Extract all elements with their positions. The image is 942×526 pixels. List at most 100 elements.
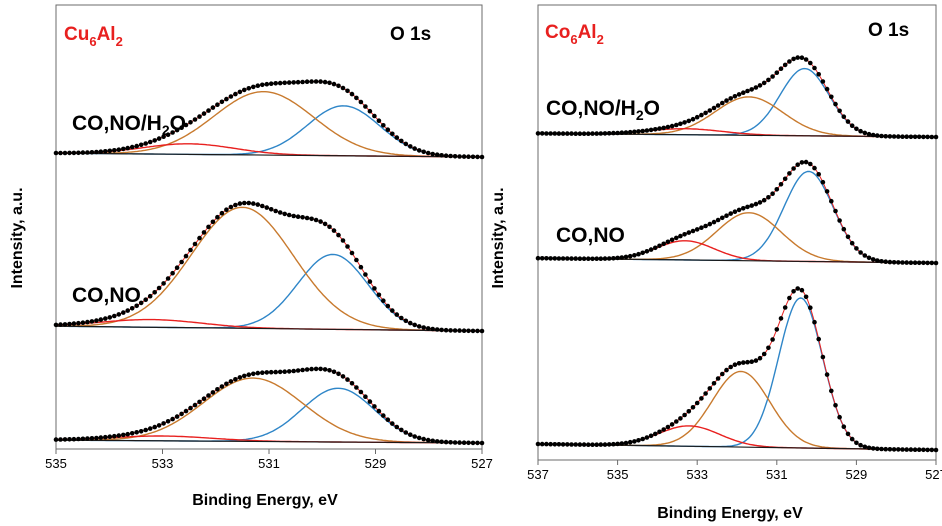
data-point	[753, 85, 759, 90]
data-point	[233, 202, 238, 208]
data-point	[820, 79, 826, 84]
data-point	[552, 442, 558, 447]
data-point	[251, 84, 256, 90]
data-point	[833, 403, 838, 408]
data-point	[282, 211, 288, 217]
data-point	[753, 201, 759, 207]
data-point	[594, 442, 599, 448]
data-point	[336, 232, 341, 238]
data-point	[394, 312, 400, 317]
data-point	[816, 172, 821, 177]
data-point	[829, 94, 834, 100]
data-point	[552, 256, 558, 261]
data-point	[443, 439, 449, 445]
data-point	[875, 258, 880, 263]
panel-label: Co6Al2	[545, 22, 604, 47]
x-tick-label: 533	[686, 467, 708, 482]
data-point	[461, 440, 467, 446]
data-point	[887, 259, 893, 265]
data-point	[694, 400, 700, 406]
data-point	[644, 249, 650, 254]
data-point	[304, 79, 310, 84]
data-point	[657, 243, 662, 249]
data-point	[657, 126, 662, 131]
y-axis-title: Intensity, a.u.	[9, 187, 26, 288]
data-point	[653, 245, 658, 251]
data-point	[908, 260, 914, 266]
data-point	[385, 303, 391, 309]
data-point	[745, 88, 750, 94]
data-point	[791, 166, 796, 171]
data-point	[152, 138, 157, 143]
data-point	[134, 143, 139, 149]
data-point	[67, 437, 72, 442]
data-point	[548, 256, 553, 261]
data-point	[300, 79, 305, 85]
data-point	[770, 74, 775, 79]
data-point	[829, 388, 834, 394]
data-point	[165, 132, 171, 137]
data-point	[690, 116, 696, 122]
data-point	[197, 399, 202, 405]
data-point	[76, 436, 81, 442]
data-point	[682, 120, 687, 125]
data-point	[556, 442, 562, 447]
data-point	[107, 315, 113, 320]
data-point	[757, 355, 763, 361]
data-point	[611, 130, 616, 136]
data-point	[358, 264, 364, 270]
data-point	[452, 328, 458, 333]
data-point	[887, 134, 893, 139]
data-point	[854, 440, 859, 446]
data-point	[331, 228, 337, 233]
data-point	[174, 127, 180, 133]
data-point	[720, 100, 725, 106]
data-point	[76, 150, 81, 156]
data-point	[466, 440, 471, 446]
data-point	[619, 441, 625, 446]
data-point	[156, 423, 162, 428]
data-point	[544, 131, 549, 136]
data-point	[808, 60, 813, 66]
data-point	[403, 318, 409, 324]
data-point	[866, 445, 872, 451]
x-tick-label: 527	[925, 467, 942, 482]
data-point	[757, 200, 763, 205]
data-point	[753, 358, 759, 363]
data-point	[741, 360, 746, 365]
data-point	[381, 123, 386, 128]
data-point	[372, 404, 377, 409]
data-point	[156, 136, 162, 141]
spectrum-trace	[53, 79, 485, 160]
data-point	[833, 208, 838, 214]
data-point	[147, 293, 153, 299]
data-point	[394, 424, 400, 430]
data-point	[201, 111, 207, 116]
data-point	[152, 290, 157, 295]
data-point	[782, 176, 788, 182]
data-point	[623, 254, 629, 260]
data-point	[715, 376, 721, 381]
data-point	[461, 154, 467, 159]
data-point	[577, 442, 583, 447]
data-point	[53, 150, 59, 156]
data-point	[766, 77, 771, 83]
data-point	[627, 253, 633, 259]
data-point	[812, 319, 817, 325]
data-point	[125, 308, 130, 313]
data-point	[165, 419, 171, 424]
data-point	[661, 241, 666, 247]
data-point	[845, 431, 851, 437]
data-point	[833, 101, 838, 107]
data-point	[331, 81, 337, 87]
data-point	[791, 56, 796, 62]
data-point	[408, 320, 413, 326]
data-point	[161, 281, 166, 286]
data-point	[434, 152, 440, 157]
data-point	[376, 292, 382, 298]
data-point	[900, 260, 905, 265]
data-point	[349, 91, 355, 97]
background-line	[55, 152, 483, 158]
o-lattice-component	[538, 297, 936, 451]
data-point	[103, 316, 108, 321]
